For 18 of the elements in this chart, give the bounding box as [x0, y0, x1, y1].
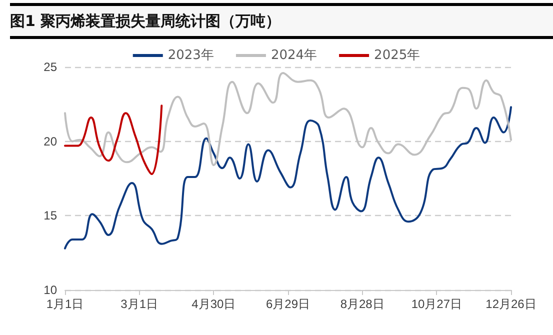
x-tick-label: 3月1日: [120, 297, 158, 311]
legend-label: 2024年: [270, 48, 318, 63]
x-tick-label: 8月28日: [340, 297, 384, 311]
x-tick-label: 10月27日: [411, 297, 462, 311]
y-tick-label: 10: [44, 283, 58, 297]
line-series: [64, 72, 512, 166]
line-series: [64, 106, 512, 250]
y-tick-label: 20: [44, 134, 58, 148]
legend-label: 2025年: [374, 48, 420, 63]
x-tick-label: 6月29日: [266, 297, 310, 311]
chart-title: 图1 聚丙烯装置损失量周统计图（万吨）: [10, 3, 553, 39]
y-tick-label: 15: [44, 208, 58, 223]
x-tick-label: 1月1日: [46, 297, 84, 311]
x-tick-label: 4月30日: [192, 297, 236, 311]
y-tick-label: 25: [44, 60, 58, 74]
x-tick-label: 12月26日: [486, 297, 536, 311]
legend-label: 2023年: [168, 48, 214, 63]
line-series: [64, 104, 163, 176]
